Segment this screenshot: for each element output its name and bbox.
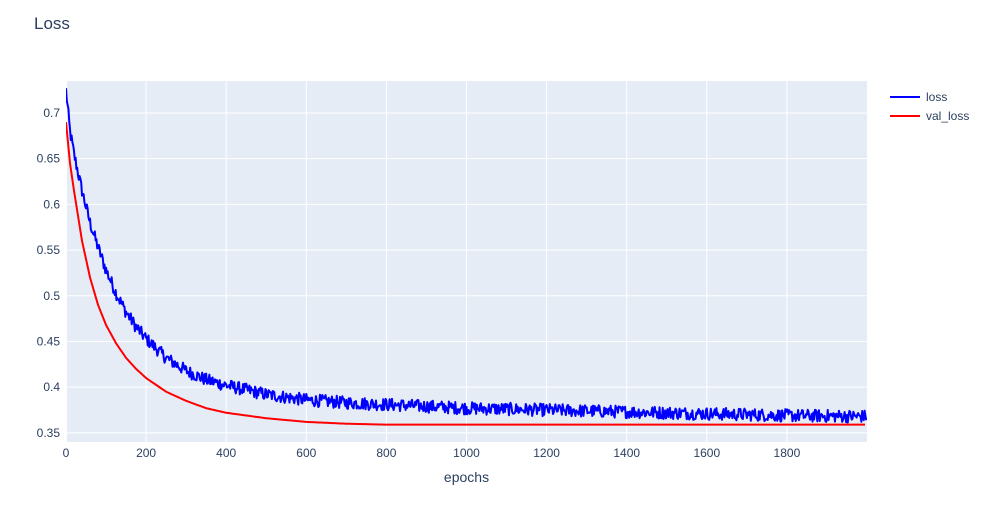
y-tick-label: 0.35: [37, 426, 61, 440]
series-line-val-loss: [66, 122, 865, 426]
chart-title: Loss: [34, 14, 70, 33]
series-line-loss: [66, 88, 867, 424]
y-tick-label: 0.65: [37, 152, 61, 166]
x-tick-label: 1400: [613, 446, 640, 460]
y-tick-label: 0.45: [37, 334, 61, 348]
y-tick-label: 0.7: [43, 106, 60, 120]
x-tick-label: 400: [216, 446, 236, 460]
x-tick-label: 1200: [533, 446, 560, 460]
legend-label-val-loss: val_loss: [926, 109, 969, 123]
legend-item-loss[interactable]: loss: [890, 90, 947, 104]
grid-lines: [65, 81, 867, 442]
x-tick-label: 1000: [453, 446, 480, 460]
x-tick-label: 1800: [774, 446, 801, 460]
y-tick-label: 0.5: [43, 289, 60, 303]
x-tick-label: 0: [63, 446, 70, 460]
legend-item-val-loss[interactable]: val_loss: [890, 109, 969, 123]
legend-label-loss: loss: [926, 90, 947, 104]
x-axis-title: epochs: [444, 469, 489, 485]
x-tick-label: 600: [296, 446, 316, 460]
series-layer: [66, 88, 867, 426]
y-tick-label: 0.4: [43, 380, 60, 394]
x-tick-label: 200: [136, 446, 156, 460]
x-tick-label: 800: [376, 446, 396, 460]
legend[interactable]: loss val_loss: [890, 90, 969, 123]
tick-labels: 0 200 400 600 800 1000 1200 1400 1600 1800 0.35 0.4…: [37, 106, 801, 460]
x-tick-label: 1600: [693, 446, 720, 460]
y-tick-label: 0.6: [43, 197, 60, 211]
y-tick-label: 0.55: [37, 243, 61, 257]
